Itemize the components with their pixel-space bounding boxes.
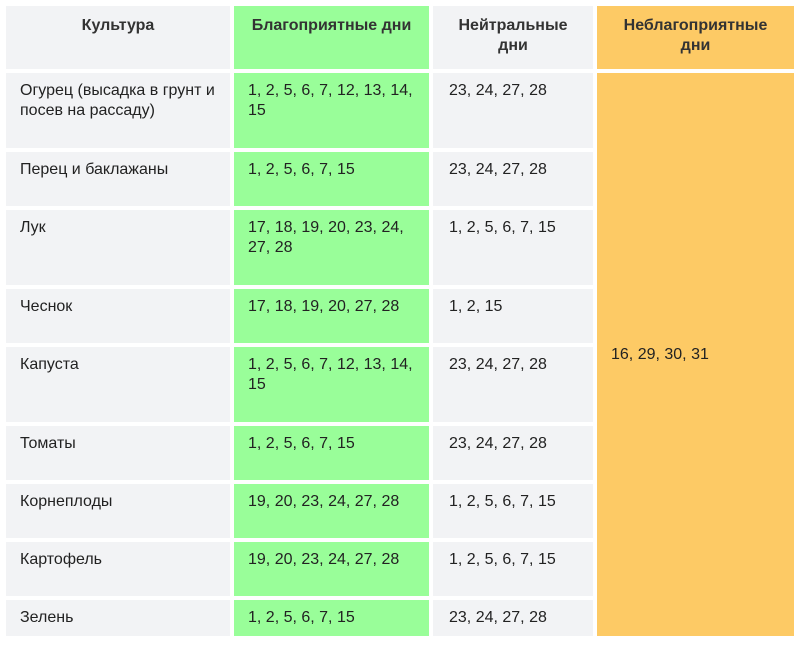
favorable-cell: 1, 2, 5, 6, 7, 12, 13, 14, 15 [234, 347, 429, 422]
table-row: Зелень 1, 2, 5, 6, 7, 15 23, 24, 27, 28 [6, 600, 794, 636]
table-row: Перец и баклажаны 1, 2, 5, 6, 7, 15 23, … [6, 152, 794, 206]
crop-cell: Перец и баклажаны [6, 152, 230, 206]
crop-cell: Чеснок [6, 289, 230, 343]
crop-cell: Корнеплоды [6, 484, 230, 538]
neutral-cell: 23, 24, 27, 28 [433, 426, 593, 480]
crop-cell: Лук [6, 210, 230, 285]
neutral-cell: 23, 24, 27, 28 [433, 600, 593, 636]
crop-cell: Капуста [6, 347, 230, 422]
favorable-cell: 19, 20, 23, 24, 27, 28 [234, 484, 429, 538]
unfavorable-cell: 16, 29, 30, 31 [597, 73, 794, 636]
crop-cell: Зелень [6, 600, 230, 636]
table-row: Лук 17, 18, 19, 20, 23, 24, 27, 28 1, 2,… [6, 210, 794, 285]
neutral-cell: 1, 2, 5, 6, 7, 15 [433, 542, 593, 596]
table-row: Корнеплоды 19, 20, 23, 24, 27, 28 1, 2, … [6, 484, 794, 538]
header-crop: Культура [6, 6, 230, 69]
planting-calendar-table: Культура Благоприятные дни Нейтральные д… [2, 2, 795, 640]
table-row: Томаты 1, 2, 5, 6, 7, 15 23, 24, 27, 28 [6, 426, 794, 480]
crop-cell: Огурец (высадка в грунт и посев на расса… [6, 73, 230, 148]
table-row: Капуста 1, 2, 5, 6, 7, 12, 13, 14, 15 23… [6, 347, 794, 422]
table-row: Картофель 19, 20, 23, 24, 27, 28 1, 2, 5… [6, 542, 794, 596]
favorable-cell: 1, 2, 5, 6, 7, 15 [234, 600, 429, 636]
favorable-cell: 17, 18, 19, 20, 23, 24, 27, 28 [234, 210, 429, 285]
crop-cell: Томаты [6, 426, 230, 480]
favorable-cell: 1, 2, 5, 6, 7, 12, 13, 14, 15 [234, 73, 429, 148]
header-unfavorable: Неблагоприятные дни [597, 6, 794, 69]
favorable-cell: 17, 18, 19, 20, 27, 28 [234, 289, 429, 343]
table-row: Огурец (высадка в грунт и посев на расса… [6, 73, 794, 636]
neutral-cell: 23, 24, 27, 28 [433, 73, 593, 148]
favorable-cell: 19, 20, 23, 24, 27, 28 [234, 542, 429, 596]
header-favorable: Благоприятные дни [234, 6, 429, 69]
header-row: Культура Благоприятные дни Нейтральные д… [6, 6, 794, 69]
favorable-cell: 1, 2, 5, 6, 7, 15 [234, 426, 429, 480]
neutral-cell: 23, 24, 27, 28 [433, 347, 593, 422]
crop-cell: Картофель [6, 542, 230, 596]
neutral-cell: 1, 2, 5, 6, 7, 15 [433, 484, 593, 538]
table-row: Чеснок 17, 18, 19, 20, 27, 28 1, 2, 15 [6, 289, 794, 343]
neutral-cell: 23, 24, 27, 28 [433, 152, 593, 206]
neutral-cell: 1, 2, 5, 6, 7, 15 [433, 210, 593, 285]
header-neutral: Нейтральные дни [433, 6, 593, 69]
neutral-cell: 1, 2, 15 [433, 289, 593, 343]
favorable-cell: 1, 2, 5, 6, 7, 15 [234, 152, 429, 206]
